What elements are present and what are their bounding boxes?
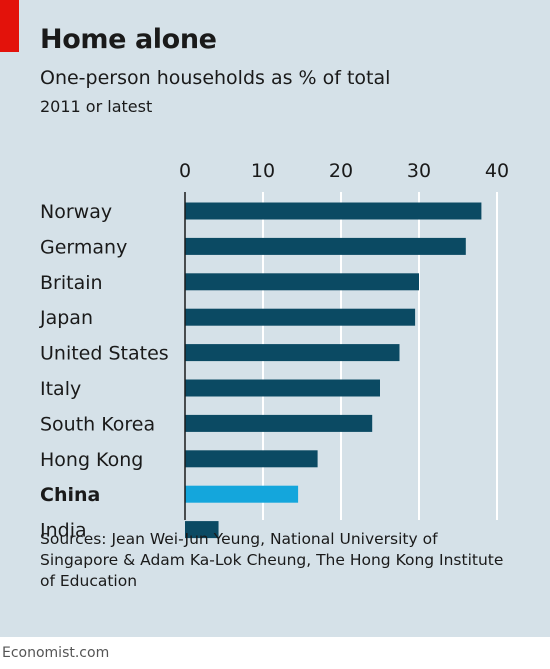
x-tick-label: 0 [179,160,191,182]
bar-britain [185,273,419,291]
bar-norway [185,202,482,220]
category-label: Norway [40,201,112,223]
category-label: Italy [40,378,81,400]
category-label: India [40,520,87,542]
category-label: Britain [40,272,103,294]
chart-subtitle: One-person households as % of total [40,67,391,89]
bar-japan [185,308,416,326]
bar-south-korea [185,414,373,432]
x-tick-label: 20 [329,160,353,182]
category-label: Hong Kong [40,449,143,471]
category-label: South Korea [40,413,155,435]
brand-tab [0,0,19,52]
category-label: China [40,484,100,506]
bar-germany [185,237,466,255]
bar-india [185,521,219,539]
category-label: Japan [39,307,93,329]
bar-italy [185,379,380,397]
x-tick-label: 30 [407,160,431,182]
x-tick-label: 10 [251,160,275,182]
bars [185,202,482,539]
chart-note: 2011 or latest [40,97,153,116]
x-tick-label: 40 [485,160,509,182]
category-labels: Norway Germany Britain Japan United States It… [39,201,169,542]
category-label: United States [40,343,169,365]
bar-united-states [185,344,400,362]
footer-credit: Economist.com [2,645,110,661]
source-note: Sources: Jean Wei-Jun Yeung, National Un… [40,530,504,590]
bar-hong-kong [185,450,318,468]
bar-china [185,485,299,503]
chart-title: Home alone [40,24,217,55]
category-label: Germany [40,236,127,258]
x-tick-labels: 0 10 20 30 40 [179,160,509,182]
